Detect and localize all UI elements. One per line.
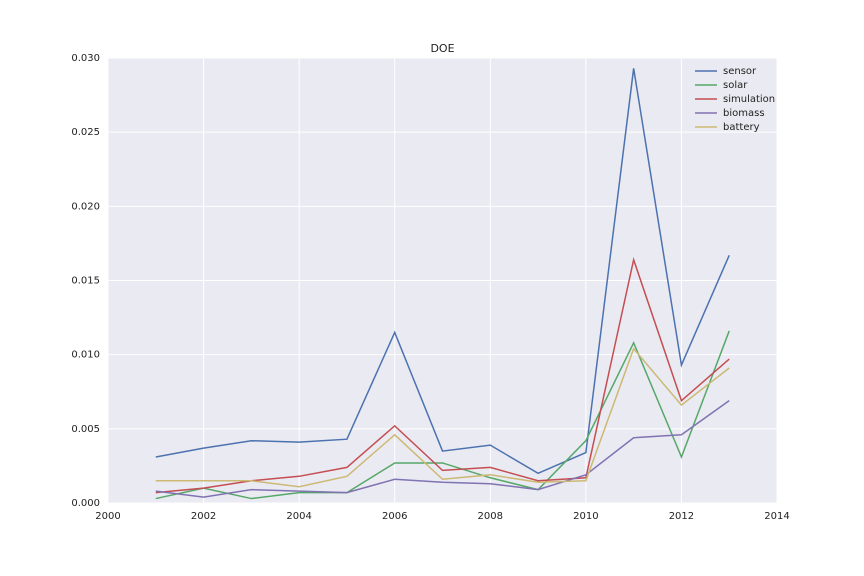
y-tick-label: 0.030 <box>71 53 100 64</box>
y-tick-label: 0.000 <box>71 498 100 509</box>
y-tick-label: 0.010 <box>71 350 100 361</box>
legend-label: sensor <box>723 66 757 77</box>
x-tick-label: 2002 <box>191 511 216 522</box>
y-tick-label: 0.025 <box>71 127 100 138</box>
x-tick-label: 2006 <box>382 511 407 522</box>
series-line <box>155 400 730 498</box>
x-tick-label: 2004 <box>286 511 311 522</box>
x-tick-label: 2012 <box>669 511 694 522</box>
x-tick-label: 2010 <box>573 511 598 522</box>
legend-label: simulation <box>723 94 775 105</box>
chart-title: DOE <box>430 42 454 55</box>
series-line <box>155 68 730 475</box>
x-tick-label: 2008 <box>478 511 503 522</box>
y-tick-label: 0.005 <box>71 424 100 435</box>
x-tick-label: 2014 <box>764 511 789 522</box>
y-tick-label: 0.020 <box>71 201 100 212</box>
x-tick-label: 2000 <box>95 511 120 522</box>
legend-label: solar <box>723 80 748 91</box>
legend-label: biomass <box>723 108 765 119</box>
y-tick-label: 0.015 <box>71 276 100 287</box>
legend-label: battery <box>723 122 760 133</box>
series-line <box>155 347 730 488</box>
series-line <box>155 330 730 500</box>
